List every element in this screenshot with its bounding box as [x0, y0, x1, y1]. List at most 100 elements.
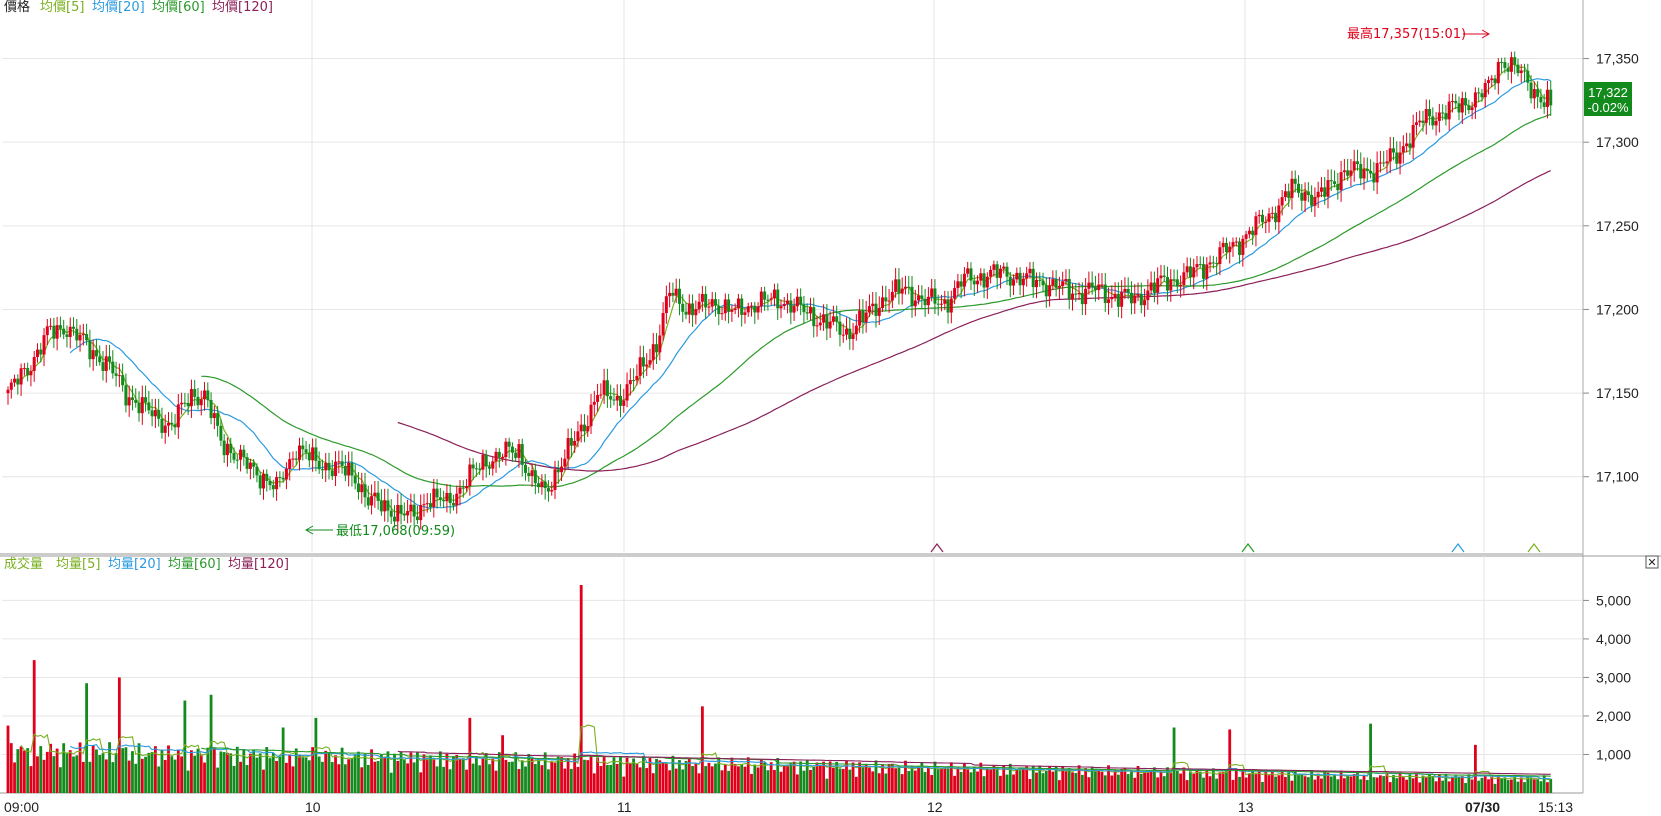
last-change: -0.02% [1587, 100, 1629, 115]
candle-body [461, 487, 465, 489]
candle-body [1067, 278, 1071, 300]
x-tick-label: 15:13 [1538, 799, 1573, 815]
volume-bar [976, 771, 979, 793]
candle-body [1202, 264, 1206, 279]
volume-bar [1362, 774, 1366, 793]
candle-body [406, 511, 410, 516]
candle-body [1274, 212, 1278, 223]
candle-body [1025, 273, 1029, 279]
candle-body [818, 322, 822, 326]
volume-bar [1021, 768, 1025, 793]
close-icon[interactable]: ✕ [1647, 556, 1656, 569]
candle-body [966, 268, 970, 274]
candle-body [117, 375, 121, 377]
volume-bar [1028, 779, 1032, 793]
volume-bar [186, 770, 190, 793]
volume-bar [782, 765, 786, 793]
candle-body [373, 492, 377, 497]
volume-bar [655, 758, 658, 793]
volume-bar [550, 761, 554, 793]
volume-bar [111, 762, 115, 793]
candle-body [1146, 290, 1150, 301]
candle-body [753, 305, 757, 313]
volume-bar [1205, 770, 1209, 793]
candle-body [35, 349, 39, 358]
volume-bar [1352, 774, 1356, 793]
candle-body [828, 321, 832, 329]
candle-body [429, 503, 433, 508]
candle-body [9, 382, 13, 390]
candle-body [1143, 300, 1147, 306]
volume-bar [504, 759, 508, 793]
candle-body [694, 309, 698, 316]
volume-bar [1175, 770, 1179, 793]
candle-body [1306, 191, 1310, 195]
candle-body [858, 310, 862, 326]
candle-body [779, 306, 783, 309]
volume-bar [75, 755, 79, 793]
candle-body [1342, 170, 1346, 173]
volume-bar [39, 746, 43, 793]
volume-bar [1084, 768, 1088, 793]
candle-body [933, 288, 937, 304]
volume-bar [1415, 772, 1418, 793]
candle-body [29, 370, 33, 376]
volume-bar [936, 769, 940, 793]
volume-bar [229, 753, 233, 793]
candle-body [383, 500, 387, 512]
volume-bar [1405, 779, 1409, 793]
candle-body [127, 397, 131, 406]
candle-body [969, 268, 973, 281]
candle-body [1254, 216, 1258, 235]
volume-bar [1306, 777, 1310, 793]
volume-bar [596, 757, 599, 793]
volume-bar [520, 760, 524, 793]
volume-bar [1270, 771, 1274, 793]
volume-bar [281, 727, 285, 793]
candle-body [596, 395, 600, 402]
volume-bar [137, 743, 141, 793]
x-tick-label: 12 [927, 799, 943, 815]
volume-bar [1038, 765, 1042, 793]
marker-caret-icon [930, 543, 944, 553]
volume-bar [1094, 768, 1097, 793]
marker-caret-icon [1241, 543, 1255, 553]
volume-bar [1529, 777, 1533, 793]
volume-bar [1211, 768, 1215, 793]
volume-bar [943, 768, 947, 793]
volume-bar [1166, 767, 1169, 793]
candle-body [1287, 191, 1291, 198]
volume-bar [818, 766, 822, 793]
volume-bar [511, 761, 514, 793]
volume-bar [1369, 723, 1372, 793]
volume-bar [1018, 767, 1022, 793]
volume-bar [22, 750, 26, 793]
candle-body [1084, 288, 1088, 305]
close-panel-button[interactable]: ✕ [1645, 555, 1659, 569]
volume-bar [1277, 775, 1281, 793]
candle-body [52, 325, 56, 339]
candle-body [890, 291, 894, 301]
candle-body [1349, 170, 1353, 176]
volume-bar [248, 753, 252, 793]
candle-body [222, 440, 226, 456]
candle-body [399, 504, 403, 514]
volume-bar [245, 765, 249, 793]
volume-bar [1316, 773, 1320, 793]
marker-caret-icon [1527, 543, 1541, 553]
volume-bar [1139, 773, 1143, 793]
candle-body [713, 299, 717, 306]
candle-body [877, 307, 881, 316]
volume-bar [1379, 775, 1382, 793]
candle-body [1238, 241, 1242, 255]
volume-bar [1025, 766, 1029, 793]
volume-bar [278, 756, 282, 793]
legend-vma120: 均量[120] [228, 557, 289, 572]
candle-body [180, 402, 184, 405]
candle-body [91, 350, 95, 360]
candle-body [1310, 194, 1314, 206]
candle-body [1041, 280, 1045, 286]
volume-bar [239, 761, 242, 793]
candle-body [962, 273, 966, 287]
candle-body [723, 299, 727, 314]
